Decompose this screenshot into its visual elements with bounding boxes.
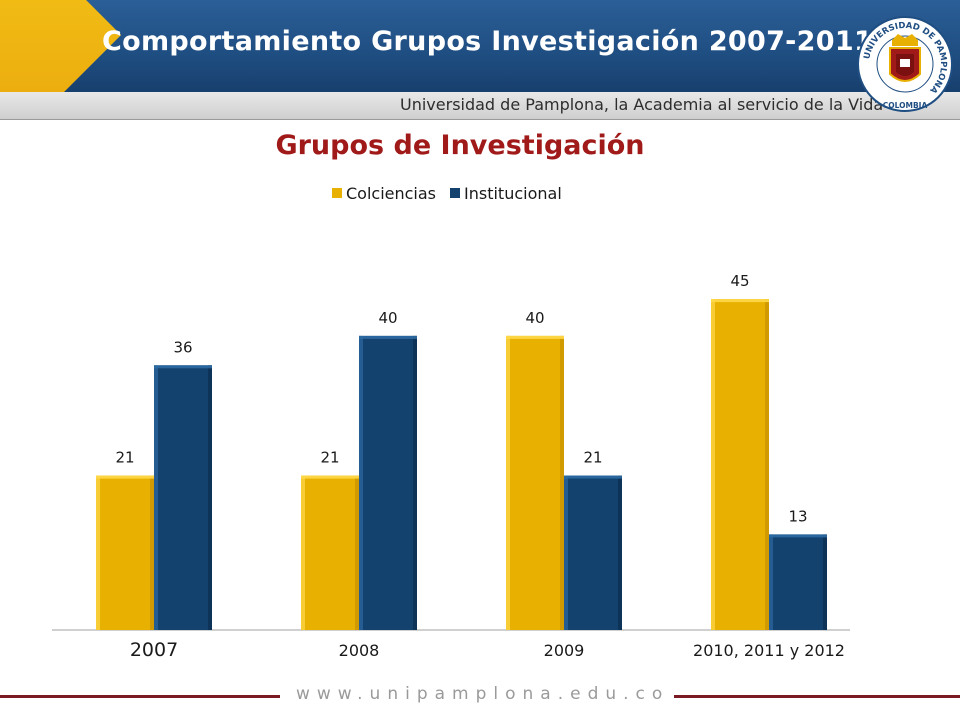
data-label-colciencias-3: 45 bbox=[730, 272, 749, 290]
chart-legend: Colciencias Institucional bbox=[332, 182, 576, 204]
data-label-colciencias-0: 21 bbox=[115, 449, 134, 467]
bar-colciencias-2 bbox=[506, 335, 564, 630]
footer-line-right bbox=[674, 695, 960, 698]
university-seal-logo: UNIVERSIDAD DE PAMPLONA COLOMBIA bbox=[857, 16, 953, 112]
bar-chart: 21 36 2007 21 40 2008 40 21 2009 45 13 2010, 2011 y… bbox=[52, 272, 850, 661]
category-label-3: 2010, 2011 y 2012 bbox=[693, 641, 845, 660]
category-label-1: 2008 bbox=[339, 641, 380, 660]
category-label-2: 2009 bbox=[544, 641, 585, 660]
data-label-colciencias-1: 21 bbox=[320, 449, 339, 467]
legend-label-institucional: Institucional bbox=[464, 183, 562, 203]
logo-bottom-text: COLOMBIA bbox=[883, 101, 928, 110]
bar-institucional-2 bbox=[564, 475, 622, 630]
bar-institucional-1 bbox=[359, 335, 417, 630]
legend-item-colciencias: Colciencias bbox=[332, 184, 436, 203]
bar-colciencias-1 bbox=[301, 475, 359, 630]
bar-institucional-0 bbox=[154, 365, 212, 630]
category-label-0: 2007 bbox=[130, 639, 178, 661]
slide-title: Comportamiento Grupos Investigación 2007… bbox=[102, 26, 874, 57]
data-label-institucional-2: 21 bbox=[583, 449, 602, 467]
chart-title: Grupos de Investigación bbox=[275, 130, 645, 161]
footer-line-left bbox=[0, 695, 280, 698]
data-label-institucional-0: 36 bbox=[173, 338, 192, 356]
legend-item-institucional: Institucional bbox=[450, 184, 562, 203]
data-label-institucional-1: 40 bbox=[378, 309, 397, 327]
bar-colciencias-3 bbox=[711, 299, 769, 630]
legend-swatch-colciencias bbox=[332, 188, 342, 198]
bar-colciencias-0 bbox=[96, 475, 154, 630]
subtitle-bar bbox=[0, 92, 960, 120]
data-label-institucional-3: 13 bbox=[788, 507, 807, 525]
slide-subtitle: Universidad de Pamplona, la Academia al … bbox=[400, 95, 884, 114]
legend-swatch-institucional bbox=[450, 188, 461, 198]
header-bar bbox=[0, 0, 960, 96]
data-label-colciencias-2: 40 bbox=[525, 309, 544, 327]
bar-institucional-3 bbox=[769, 534, 827, 630]
footer-url: www.unipamplona.edu.co bbox=[296, 684, 670, 704]
legend-label-colciencias: Colciencias bbox=[346, 183, 437, 203]
